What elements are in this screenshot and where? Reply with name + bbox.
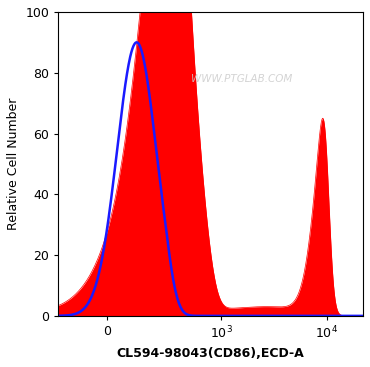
X-axis label: CL594-98043(CD86),ECD-A: CL594-98043(CD86),ECD-A	[117, 347, 305, 360]
Y-axis label: Relative Cell Number: Relative Cell Number	[7, 98, 20, 230]
Text: WWW.PTGLAB.COM: WWW.PTGLAB.COM	[191, 74, 292, 84]
